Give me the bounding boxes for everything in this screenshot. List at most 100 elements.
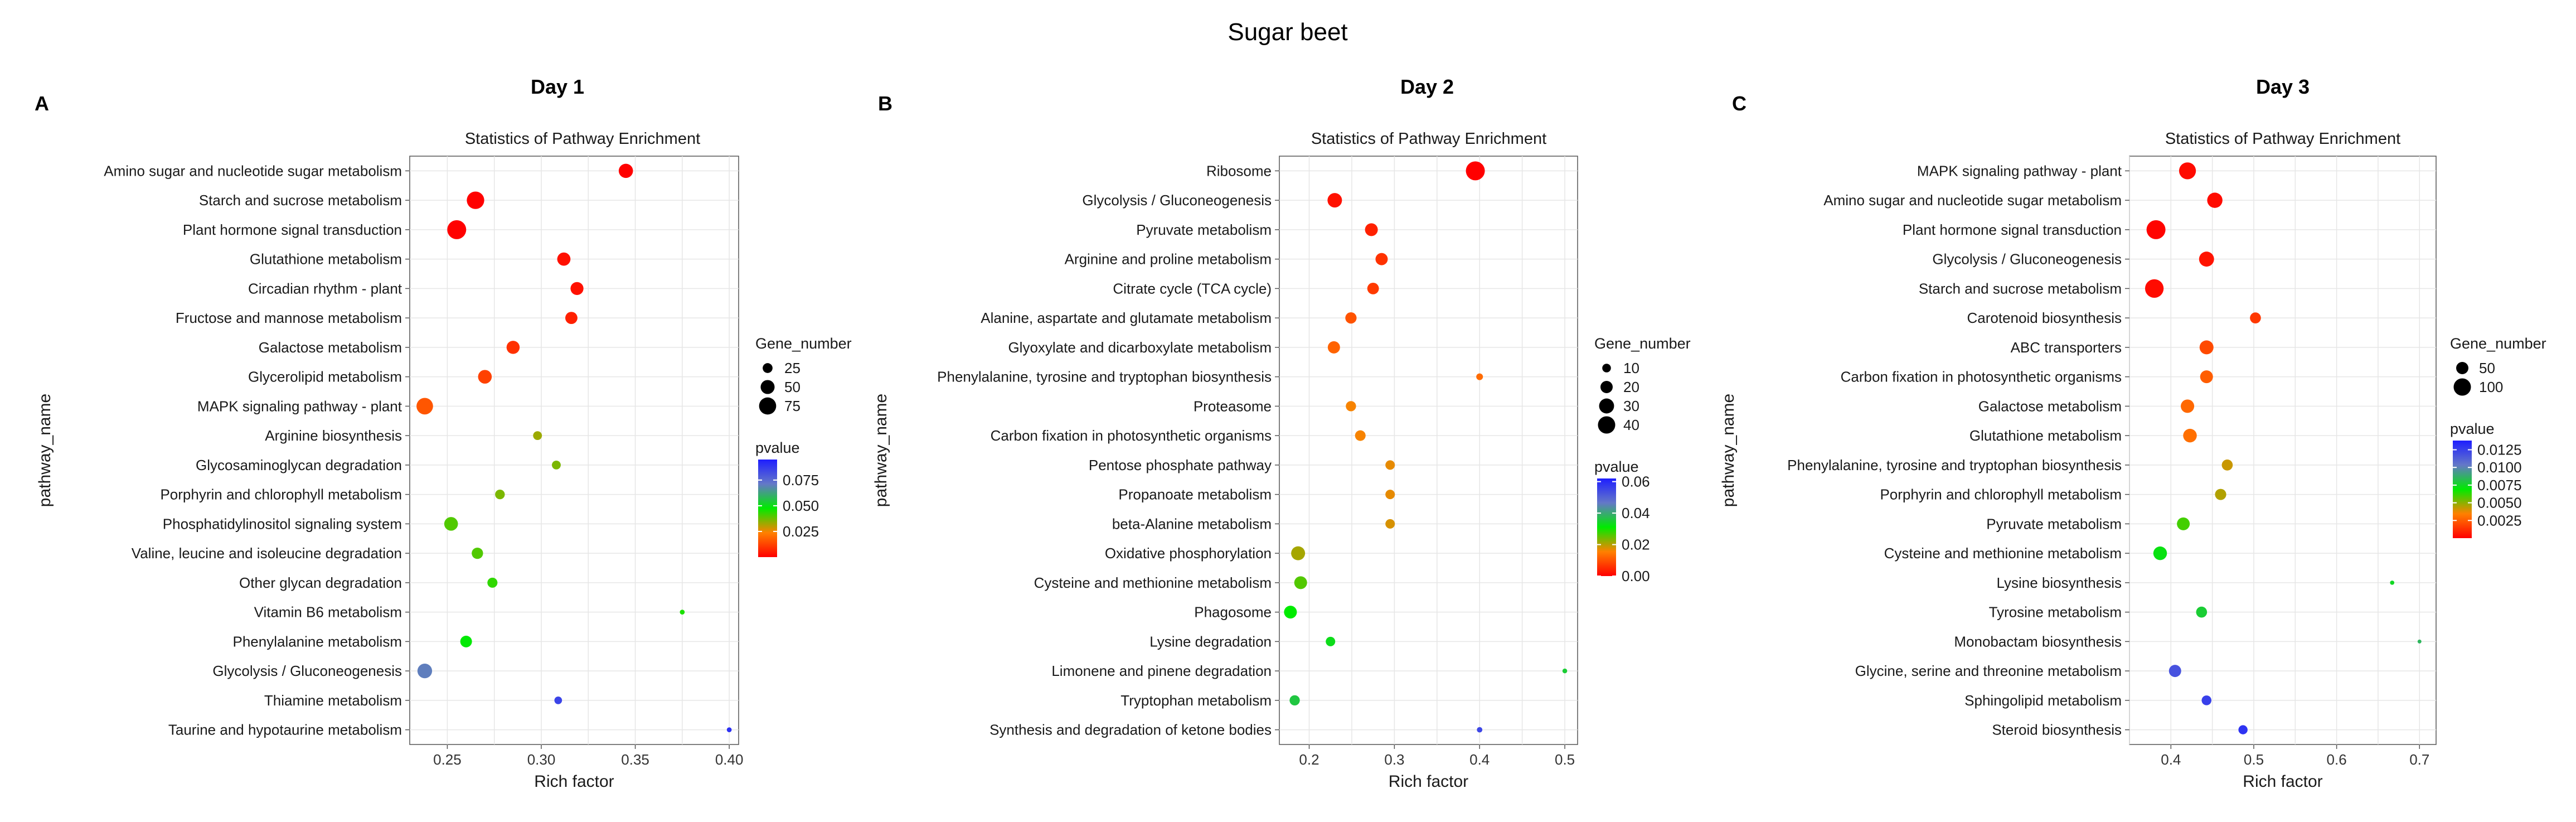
y-tick-label: Carbon fixation in photosynthetic organi…: [1841, 369, 2122, 385]
size-legend-label: 50: [2479, 360, 2495, 376]
data-point: [2201, 695, 2212, 705]
x-axis-title: Rich factor: [534, 772, 614, 791]
x-tick-label: 0.35: [621, 751, 649, 768]
data-point: [472, 547, 483, 559]
panel-day-label: Day 1: [531, 75, 584, 98]
data-point: [1365, 223, 1378, 236]
x-tick-label: 0.4: [1469, 751, 1490, 768]
data-point: [1385, 519, 1395, 529]
x-tick-label: 0.25: [433, 751, 462, 768]
data-point: [552, 460, 561, 470]
y-tick-label: Phenylalanine, tyrosine and tryptophan b…: [937, 369, 1272, 385]
y-tick-label: Synthesis and degradation of ketone bodi…: [989, 722, 1272, 738]
data-point: [495, 489, 505, 500]
data-point: [2196, 606, 2208, 618]
color-legend-title: pvalue: [755, 439, 800, 456]
color-legend-bar: [1597, 478, 1616, 576]
plot-area: [2129, 156, 2437, 745]
y-tick-label: Phenylalanine, tyrosine and tryptophan b…: [1787, 457, 2122, 473]
data-point: [2199, 340, 2214, 355]
x-tick-label: 0.7: [2409, 751, 2429, 768]
plot-area: [1279, 156, 1578, 745]
y-tick-label: Glyoxylate and dicarboxylate metabolism: [1008, 339, 1272, 356]
size-legend: Gene_number 50 100: [2450, 335, 2546, 396]
data-point: [1385, 460, 1395, 470]
y-tick-label: Starch and sucrose metabolism: [1919, 280, 2122, 297]
data-point: [2146, 220, 2166, 239]
data-point: [444, 517, 458, 531]
x-axis-title: Rich factor: [1389, 772, 1468, 791]
data-point: [1289, 695, 1300, 706]
x-tick-label: 0.5: [1555, 751, 1575, 768]
color-legend-title: pvalue: [1594, 458, 1639, 475]
data-point: [1284, 606, 1297, 619]
size-legend-dot: [763, 363, 773, 373]
x-tick-label: 0.30: [527, 751, 556, 768]
y-tick-label: Glycine, serine and threonine metabolism: [1855, 663, 2122, 679]
data-point: [2417, 639, 2422, 644]
color-legend-label: 0.0075: [2477, 477, 2522, 494]
x-axis-title: Rich factor: [2243, 772, 2322, 791]
size-legend-label: 100: [2479, 379, 2503, 395]
y-tick-label: Galactose metabolism: [1978, 398, 2122, 414]
size-legend-dot: [1600, 381, 1613, 393]
y-tick-label: Carbon fixation in photosynthetic organi…: [991, 427, 1272, 444]
x-tick-label: 0.3: [1384, 751, 1404, 768]
y-tick-label: Glycerolipid metabolism: [248, 369, 402, 385]
size-legend-dot: [1602, 364, 1611, 373]
color-legend-label: 0.06: [1622, 473, 1650, 490]
color-legend-label: 0.050: [783, 497, 819, 514]
x-tick-label: 0.6: [2327, 751, 2347, 768]
data-point: [2181, 399, 2195, 413]
data-point: [557, 252, 571, 266]
size-legend-label: 40: [1623, 417, 1639, 433]
y-tick-label: Glutathione metabolism: [1969, 427, 2122, 444]
y-tick-label: Citrate cycle (TCA cycle): [1113, 280, 1272, 297]
y-axis-title: pathway_name: [872, 394, 890, 507]
y-tick-label: Valine, leucine and isoleucine degradati…: [132, 545, 402, 562]
size-legend-title: Gene_number: [2450, 335, 2546, 352]
data-point: [2169, 665, 2181, 678]
y-tick-label: Phenylalanine metabolism: [232, 633, 402, 650]
y-tick-label: Alanine, aspartate and glutamate metabol…: [981, 310, 1272, 326]
data-point: [478, 370, 492, 384]
panel-day-label: Day 2: [1400, 75, 1454, 98]
color-legend-label: 0.0100: [2477, 459, 2522, 476]
data-point: [2200, 370, 2213, 384]
y-tick-label: Phagosome: [1194, 604, 1272, 621]
y-tick-label: Other glycan degradation: [239, 574, 402, 591]
data-point: [417, 663, 433, 679]
data-point: [2145, 279, 2164, 298]
size-legend-label: 75: [784, 398, 801, 414]
size-legend: Gene_number 10 20 30 40: [1594, 335, 1691, 434]
y-tick-label: Galactose metabolism: [259, 339, 402, 356]
data-point: [2390, 581, 2395, 585]
data-point: [1327, 341, 1340, 354]
y-tick-label: Sphingolipid metabolism: [1964, 692, 2122, 709]
x-tick-label: 0.2: [1299, 751, 1319, 768]
y-axis-title: pathway_name: [36, 394, 54, 507]
size-legend-label: 20: [1623, 379, 1639, 395]
y-tick-label: Steroid biosynthesis: [1992, 722, 2122, 738]
data-point: [2199, 252, 2214, 267]
panel-letter: C: [1732, 92, 1747, 115]
data-point: [467, 191, 484, 209]
data-point: [1355, 430, 1366, 441]
data-point: [447, 220, 467, 239]
plot-area: [409, 156, 739, 745]
color-legend-label: 0.075: [783, 472, 819, 489]
y-tick-label: Thiamine metabolism: [264, 692, 402, 709]
data-point: [554, 697, 562, 704]
data-point: [2215, 489, 2226, 500]
size-legend-label: 10: [1623, 360, 1639, 376]
color-legend-title: pvalue: [2450, 420, 2495, 437]
x-tick-label: 0.5: [2244, 751, 2264, 768]
x-tick-label: 0.4: [2161, 751, 2181, 768]
y-tick-label: MAPK signaling pathway - plant: [1917, 162, 2122, 179]
y-tick-label: Carotenoid biosynthesis: [1967, 310, 2122, 326]
y-tick-label: Plant hormone signal transduction: [1903, 221, 2122, 238]
y-tick-label: Amino sugar and nucleotide sugar metabol…: [104, 162, 402, 179]
y-tick-label: Ribosome: [1206, 162, 1272, 179]
data-point: [487, 577, 498, 588]
